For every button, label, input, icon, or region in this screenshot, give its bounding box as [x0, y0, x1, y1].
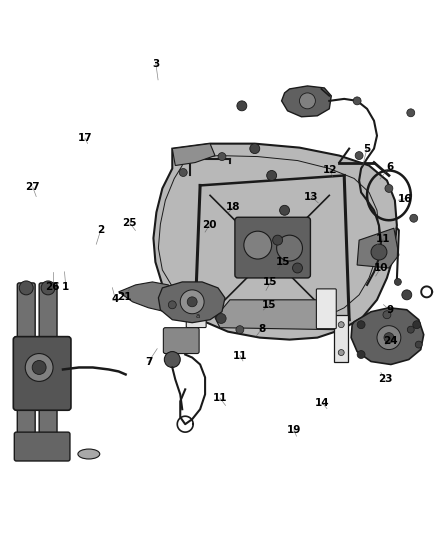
Polygon shape — [351, 308, 424, 365]
Circle shape — [338, 350, 344, 356]
Text: 24: 24 — [384, 336, 398, 346]
Polygon shape — [172, 144, 215, 166]
Circle shape — [353, 97, 361, 105]
Circle shape — [371, 244, 387, 260]
Text: 3: 3 — [152, 59, 159, 69]
Text: 6: 6 — [386, 162, 393, 172]
Circle shape — [19, 281, 33, 295]
FancyBboxPatch shape — [39, 283, 57, 456]
Text: 19: 19 — [286, 425, 301, 435]
Circle shape — [338, 322, 344, 328]
Text: 25: 25 — [123, 218, 137, 228]
Circle shape — [250, 144, 260, 154]
Circle shape — [216, 313, 226, 324]
Text: a: a — [195, 313, 200, 319]
Text: 15: 15 — [276, 257, 291, 267]
Text: 7: 7 — [145, 357, 152, 367]
Circle shape — [273, 235, 283, 245]
Circle shape — [293, 263, 303, 273]
Circle shape — [41, 444, 55, 458]
Circle shape — [377, 326, 401, 350]
Polygon shape — [357, 228, 399, 268]
Circle shape — [218, 152, 226, 160]
Circle shape — [187, 297, 197, 307]
Text: 5: 5 — [364, 144, 371, 154]
Circle shape — [394, 278, 401, 285]
FancyBboxPatch shape — [235, 217, 311, 278]
Text: 1: 1 — [62, 281, 70, 292]
Circle shape — [164, 352, 180, 367]
FancyBboxPatch shape — [163, 328, 199, 353]
Text: 8: 8 — [258, 324, 265, 334]
Circle shape — [384, 333, 394, 343]
Circle shape — [236, 326, 244, 334]
Circle shape — [402, 290, 412, 300]
Circle shape — [357, 321, 365, 329]
Text: 15: 15 — [262, 300, 276, 310]
FancyBboxPatch shape — [13, 337, 71, 410]
Circle shape — [357, 351, 365, 359]
Circle shape — [32, 360, 46, 375]
Text: 14: 14 — [315, 398, 330, 408]
Text: 21: 21 — [117, 292, 131, 302]
Text: 2: 2 — [97, 225, 104, 236]
Text: 15: 15 — [263, 277, 278, 287]
Circle shape — [25, 353, 53, 382]
Circle shape — [19, 439, 33, 453]
Text: 23: 23 — [378, 374, 392, 384]
Circle shape — [407, 326, 414, 333]
Circle shape — [180, 290, 204, 314]
FancyBboxPatch shape — [17, 283, 35, 451]
Circle shape — [300, 93, 315, 109]
Circle shape — [267, 171, 277, 181]
Text: 16: 16 — [398, 193, 413, 204]
FancyBboxPatch shape — [186, 304, 206, 328]
Circle shape — [355, 151, 363, 159]
Polygon shape — [153, 144, 397, 340]
Text: 20: 20 — [202, 220, 217, 230]
Text: 17: 17 — [78, 133, 92, 143]
Text: 11: 11 — [376, 234, 391, 244]
Circle shape — [413, 321, 421, 329]
Text: 11: 11 — [212, 393, 227, 403]
Text: 12: 12 — [323, 165, 337, 175]
Text: 4: 4 — [112, 294, 119, 304]
Polygon shape — [159, 282, 225, 322]
Polygon shape — [282, 86, 331, 117]
Polygon shape — [119, 282, 178, 312]
Polygon shape — [215, 300, 334, 330]
Text: 10: 10 — [374, 263, 388, 272]
Text: 13: 13 — [304, 191, 318, 201]
Circle shape — [244, 231, 272, 259]
Circle shape — [410, 214, 418, 222]
Text: 18: 18 — [226, 202, 240, 212]
Text: 27: 27 — [25, 182, 40, 192]
FancyBboxPatch shape — [316, 289, 336, 329]
Circle shape — [237, 101, 247, 111]
Circle shape — [168, 301, 176, 309]
Text: 26: 26 — [46, 281, 60, 292]
Circle shape — [385, 184, 393, 192]
Circle shape — [179, 168, 187, 176]
Circle shape — [407, 109, 415, 117]
Circle shape — [41, 281, 55, 295]
Ellipse shape — [78, 449, 100, 459]
Circle shape — [279, 205, 290, 215]
Text: 11: 11 — [233, 351, 247, 361]
Circle shape — [277, 235, 303, 261]
Bar — [334, 315, 348, 362]
FancyBboxPatch shape — [14, 432, 70, 461]
Text: 9: 9 — [386, 305, 393, 315]
Circle shape — [415, 341, 422, 348]
Circle shape — [383, 311, 391, 319]
